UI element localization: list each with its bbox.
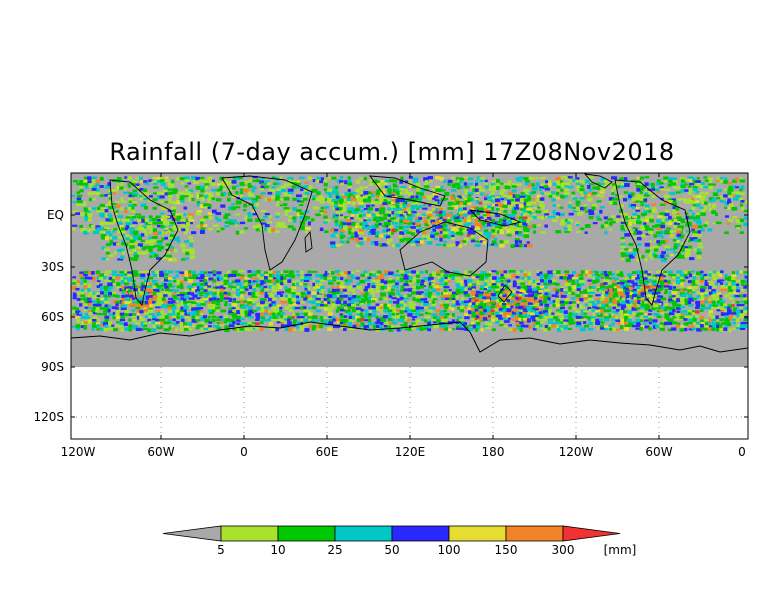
colorbar-segment-100 <box>448 525 507 542</box>
colorbar-label-300: 300 <box>552 543 575 557</box>
lon-label-60w-2: 60W <box>645 445 672 459</box>
colorbar-segment-5 <box>220 525 279 542</box>
colorbar-label-100: 100 <box>438 543 461 557</box>
lon-label-0: 0 <box>240 445 248 459</box>
lat-label-120s: 120S <box>33 410 64 424</box>
lat-label-90s: 90S <box>41 360 64 374</box>
lat-label-60s: 60S <box>41 310 64 324</box>
lon-label-0-2: 0 <box>738 445 746 459</box>
colorbar-segment-above-300 <box>562 525 621 542</box>
lon-label-120w: 120W <box>61 445 96 459</box>
colorbar-label-150: 150 <box>495 543 518 557</box>
colorbar: 5 10 25 50 100 150 300 [mm] <box>162 525 637 557</box>
latitude-labels: EQ 30S 60S 90S 120S <box>33 208 64 424</box>
axis-ticks <box>71 173 748 439</box>
lat-label-eq: EQ <box>47 208 64 222</box>
grid-lines <box>71 367 748 439</box>
colorbar-segment-150 <box>505 525 564 542</box>
antarctica-coastline <box>71 321 748 353</box>
map-title: Rainfall (7-day accum.) [mm] 17Z08Nov201… <box>109 138 675 166</box>
lon-label-180: 180 <box>482 445 505 459</box>
lon-label-120e: 120E <box>395 445 426 459</box>
colorbar-segment-25 <box>334 525 393 542</box>
lat-label-30s: 30S <box>41 260 64 274</box>
continent-outlines <box>109 173 691 306</box>
colorbar-label-10: 10 <box>270 543 285 557</box>
colorbar-segment-below-5 <box>162 525 222 542</box>
lon-label-60e: 60E <box>316 445 339 459</box>
lon-label-120w-2: 120W <box>559 445 594 459</box>
lon-label-60w: 60W <box>147 445 174 459</box>
map-area <box>71 173 748 439</box>
colorbar-unit: [mm] <box>604 543 637 557</box>
colorbar-segment-50 <box>391 525 450 542</box>
colorbar-label-5: 5 <box>217 543 225 557</box>
colorbar-segment-10 <box>277 525 336 542</box>
colorbar-label-50: 50 <box>384 543 399 557</box>
rainfall-field <box>71 176 748 333</box>
colorbar-label-25: 25 <box>327 543 342 557</box>
longitude-labels: 120W 60W 0 60E 120E 180 120W 60W 0 <box>61 445 746 459</box>
